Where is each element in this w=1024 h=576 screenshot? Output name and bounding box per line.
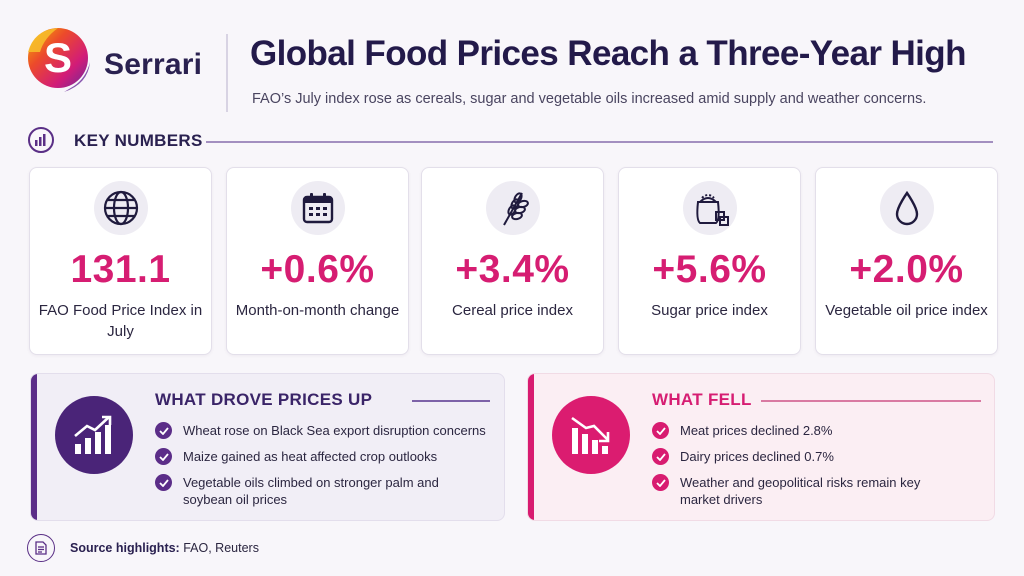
list-item-text: Dairy prices declined 0.7% (680, 449, 834, 464)
stat-label: Vegetable oil price index (825, 302, 988, 319)
source-note: Source highlights: FAO, Reuters (70, 541, 259, 555)
page-title: Global Food Prices Reach a Three-Year Hi… (250, 34, 966, 73)
stat-value: +0.6% (260, 248, 375, 291)
drivers-up-list: Wheat rose on Black Sea export disruptio… (155, 422, 486, 508)
stat-card-fao-index: 131.1 FAO Food Price Index in July (29, 167, 212, 355)
stat-value: +5.6% (652, 248, 767, 291)
document-icon (27, 534, 55, 562)
list-item-text: Wheat rose on Black Sea export disruptio… (183, 423, 486, 438)
checkmark-icon (155, 474, 172, 491)
panel-accent-bar (31, 374, 37, 520)
bar-chart-icon (28, 127, 54, 153)
key-numbers-rule (206, 141, 993, 143)
drivers-up-panel: WHAT DROVE PRICES UP Wheat rose on Black… (30, 373, 505, 521)
what-fell-list: Meat prices declined 2.8% Dairy prices d… (652, 422, 922, 508)
stat-card-vegetable-oil: +2.0% Vegetable oil price index (815, 167, 998, 355)
stat-value: 131.1 (70, 248, 171, 291)
stat-value: +3.4% (455, 248, 570, 291)
stat-card-sugar: +5.6% Sugar price index (618, 167, 801, 355)
stat-label: FAO Food Price Index in July (38, 302, 203, 340)
sugar-icon (682, 181, 737, 235)
stat-label: Sugar price index (651, 302, 768, 319)
drivers-up-title: WHAT DROVE PRICES UP (155, 390, 373, 409)
header-divider (226, 34, 228, 112)
checkmark-icon (155, 422, 172, 439)
checkmark-icon (652, 422, 669, 439)
stat-card-cereal: +3.4% Cereal price index (421, 167, 604, 355)
stat-value: +2.0% (849, 248, 964, 291)
checkmark-icon (155, 448, 172, 465)
wheat-icon (485, 181, 540, 235)
oil-drop-icon (879, 181, 934, 235)
panel-title-rule (412, 400, 490, 402)
list-item: Vegetable oils climbed on stronger palm … (155, 474, 455, 508)
list-item-text: Maize gained as heat affected crop outlo… (183, 449, 438, 464)
list-item: Dairy prices declined 0.7% (652, 448, 922, 465)
calendar-icon (290, 181, 345, 235)
svg-text:S: S (44, 34, 72, 81)
trend-up-icon (55, 396, 133, 474)
source-value: FAO, Reuters (183, 541, 259, 555)
list-item-text: Meat prices declined 2.8% (680, 423, 833, 438)
source-label: Source highlights: (70, 541, 180, 555)
key-numbers-heading: KEY NUMBERS (74, 131, 203, 150)
trend-down-icon (552, 396, 630, 474)
list-item-text: Vegetable oils climbed on stronger palm … (183, 475, 439, 507)
page-subtitle: FAO’s July index rose as cereals, sugar … (252, 91, 927, 107)
checkmark-icon (652, 474, 669, 491)
globe-icon (93, 181, 148, 235)
panel-accent-bar (528, 374, 534, 520)
list-item: Meat prices declined 2.8% (652, 422, 922, 439)
list-item: Weather and geopolitical risks remain ke… (652, 474, 922, 508)
stat-label: Cereal price index (452, 302, 573, 319)
serrari-logo: S (24, 22, 98, 102)
checkmark-icon (652, 448, 669, 465)
list-item-text: Weather and geopolitical risks remain ke… (680, 475, 921, 507)
stat-card-month-change: +0.6% Month-on-month change (226, 167, 409, 355)
brand-name: Serrari (104, 48, 203, 81)
what-fell-title: WHAT FELL (652, 390, 752, 409)
list-item: Maize gained as heat affected crop outlo… (155, 448, 486, 465)
list-item: Wheat rose on Black Sea export disruptio… (155, 422, 486, 439)
panel-title-rule (761, 400, 981, 402)
stat-label: Month-on-month change (235, 302, 400, 319)
what-fell-panel: WHAT FELL Meat prices declined 2.8% Dair… (527, 373, 995, 521)
